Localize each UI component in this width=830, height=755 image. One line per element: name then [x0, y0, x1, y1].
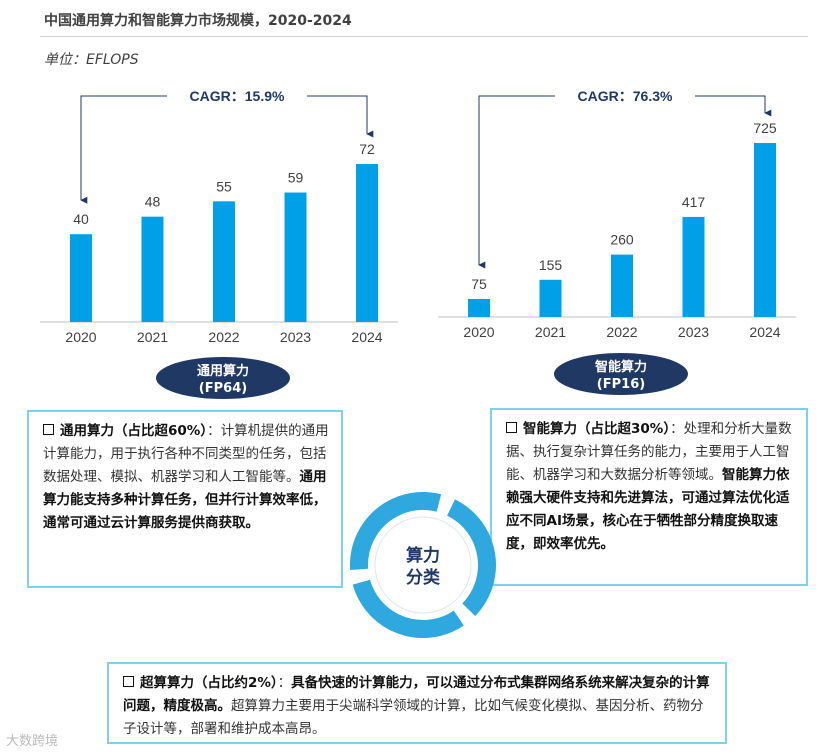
- intelligent-compute-pill: 智能算力 (FP16): [554, 353, 688, 395]
- unit-label: 单位：EFLOPS: [44, 52, 139, 68]
- intelligent-value-label: 75: [471, 276, 487, 292]
- intelligent-tick-label: 2022: [606, 324, 637, 340]
- intelligent-tick-label: 2023: [678, 324, 709, 340]
- general-cagr-arrow-right: [307, 95, 374, 138]
- page-title: 中国通用算力和智能算力市场规模，2020-2024: [44, 13, 352, 29]
- general-value-label: 72: [359, 141, 375, 157]
- intelligent-cagr-label: CAGR：76.3%: [578, 88, 673, 104]
- intelligent-desc: 处理和分析大量数据、执行复杂计算任务的能力，主要用于人工智能、机器学习和大数据分…: [506, 421, 792, 483]
- super-head: 超算算力（占比约2%）: [140, 675, 278, 691]
- intelligent-bar-2024: [754, 143, 776, 317]
- intelligent-compute-box: 智能算力（占比超30%）：处理和分析大量数据、执行复杂计算任务的能力，主要用于人…: [490, 408, 808, 586]
- ring-label-line2: 分类: [406, 568, 440, 588]
- super-sep: ：: [277, 675, 292, 691]
- title-divider: [40, 36, 808, 37]
- general-bar-2020: [70, 234, 92, 322]
- intelligent-tick-label: 2021: [535, 324, 566, 340]
- intelligent-highlight: 智能算力依赖强大硬件支持和先进算法，可通过算法优化适应不同AI场景，核心在于牺牲…: [506, 467, 790, 552]
- general-bar-2022: [213, 201, 235, 322]
- general-value-label: 40: [73, 211, 89, 227]
- intelligent-bar-2021: [539, 279, 562, 317]
- intelligent-cagr-arrow-left: [478, 95, 555, 269]
- checkbox-icon: [123, 676, 134, 687]
- general-compute-pill: 通用算力 (FP64): [156, 357, 290, 399]
- intelligent-bar-2022: [611, 254, 633, 317]
- intelligent-sep: ：: [670, 421, 684, 437]
- ring-label-line1: 算力: [406, 546, 440, 566]
- checkbox-icon: [506, 422, 517, 433]
- super-desc: 超算算力主要用于尖端科学领域的计算，比如气候变化模拟、基因分析、药物分子设计等，…: [123, 698, 704, 737]
- general-tick-label: 2021: [137, 329, 168, 345]
- intelligent-bar-2020: [468, 299, 490, 317]
- general-value-label: 48: [145, 194, 161, 210]
- intelligent-compute-pill-sublabel: (FP16): [596, 377, 646, 392]
- general-compute-box: 通用算力（占比超60%）：计算机提供的通用计算能力，用于执行各种不同类型的任务，…: [27, 410, 343, 588]
- general-head: 通用算力（占比超60%）: [60, 423, 208, 439]
- intelligent-tick-label: 2020: [463, 324, 494, 340]
- checkbox-icon: [43, 424, 54, 435]
- supercompute-box: 超算算力（占比约2%）：具备快速的计算能力，可以通过分布式集群网络系统来解决复杂…: [107, 662, 727, 744]
- general-bar-2024: [356, 164, 378, 322]
- general-value-label: 55: [216, 178, 232, 194]
- general-tick-label: 2020: [65, 329, 96, 345]
- category-ring: [350, 492, 496, 638]
- general-value-label: 59: [288, 170, 304, 186]
- general-desc: 计算机提供的通用计算能力，用于执行各种不同类型的任务，包括数据处理、模拟、机器学…: [43, 423, 329, 485]
- general-tick-label: 2023: [280, 329, 311, 345]
- general-bar-2023: [284, 192, 307, 322]
- intelligent-head: 智能算力（占比超30%）: [523, 421, 671, 437]
- intelligent-value-label: 417: [682, 194, 706, 210]
- watermark: 大数跨境: [6, 734, 59, 749]
- intelligent-compute-pill-label: 智能算力: [594, 360, 647, 375]
- general-compute-pill-sublabel: (FP64): [198, 381, 248, 396]
- general-bar-2021: [141, 216, 164, 322]
- ring-center-label: 算力 分类: [383, 545, 463, 589]
- general-compute-pill-label: 通用算力: [196, 364, 249, 379]
- general-highlight: 通用算力能支持多种计算任务，但并行计算效率低，通常可通过云计算服务提供商获取。: [43, 469, 327, 531]
- intelligent-cagr-arrow-right: [695, 95, 772, 117]
- general-sep: ：: [207, 423, 221, 439]
- general-cagr-label: CAGR：15.9%: [190, 88, 285, 104]
- intelligent-value-label: 155: [539, 257, 563, 273]
- intelligent-value-label: 260: [610, 232, 634, 248]
- bar-charts: 40 2020 48 2021 55 2022 59 2023 72 2024 CAGR：15.9%…: [40, 88, 796, 345]
- general-cagr-arrow-left: [80, 95, 167, 204]
- intelligent-bar-2023: [682, 216, 705, 317]
- intelligent-tick-label: 2024: [749, 324, 780, 340]
- intelligent-value-label: 725: [753, 120, 777, 136]
- super-highlight: 具备快速的计算能力，可以通过分布式集群网络系统来解决复杂的计算问题，精度极高。: [123, 675, 710, 714]
- general-tick-label: 2024: [351, 329, 382, 345]
- general-tick-label: 2022: [208, 329, 239, 345]
